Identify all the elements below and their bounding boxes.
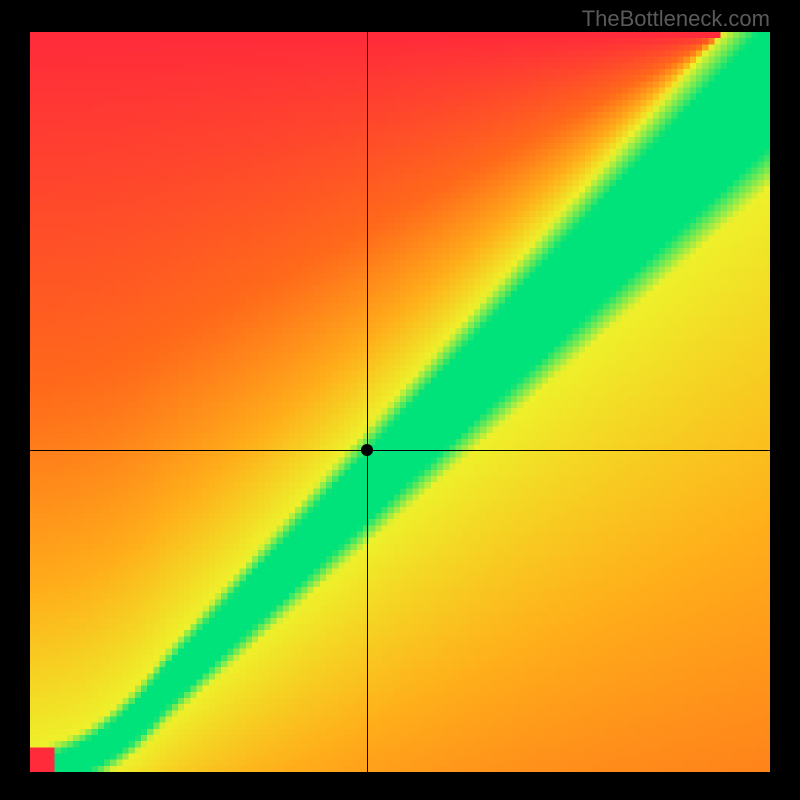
- selection-marker: [361, 444, 373, 456]
- plot-area: [30, 32, 770, 772]
- watermark-text: TheBottleneck.com: [582, 6, 770, 32]
- crosshair-horizontal: [30, 450, 770, 451]
- crosshair-vertical: [367, 32, 368, 772]
- bottleneck-heatmap: [30, 32, 770, 772]
